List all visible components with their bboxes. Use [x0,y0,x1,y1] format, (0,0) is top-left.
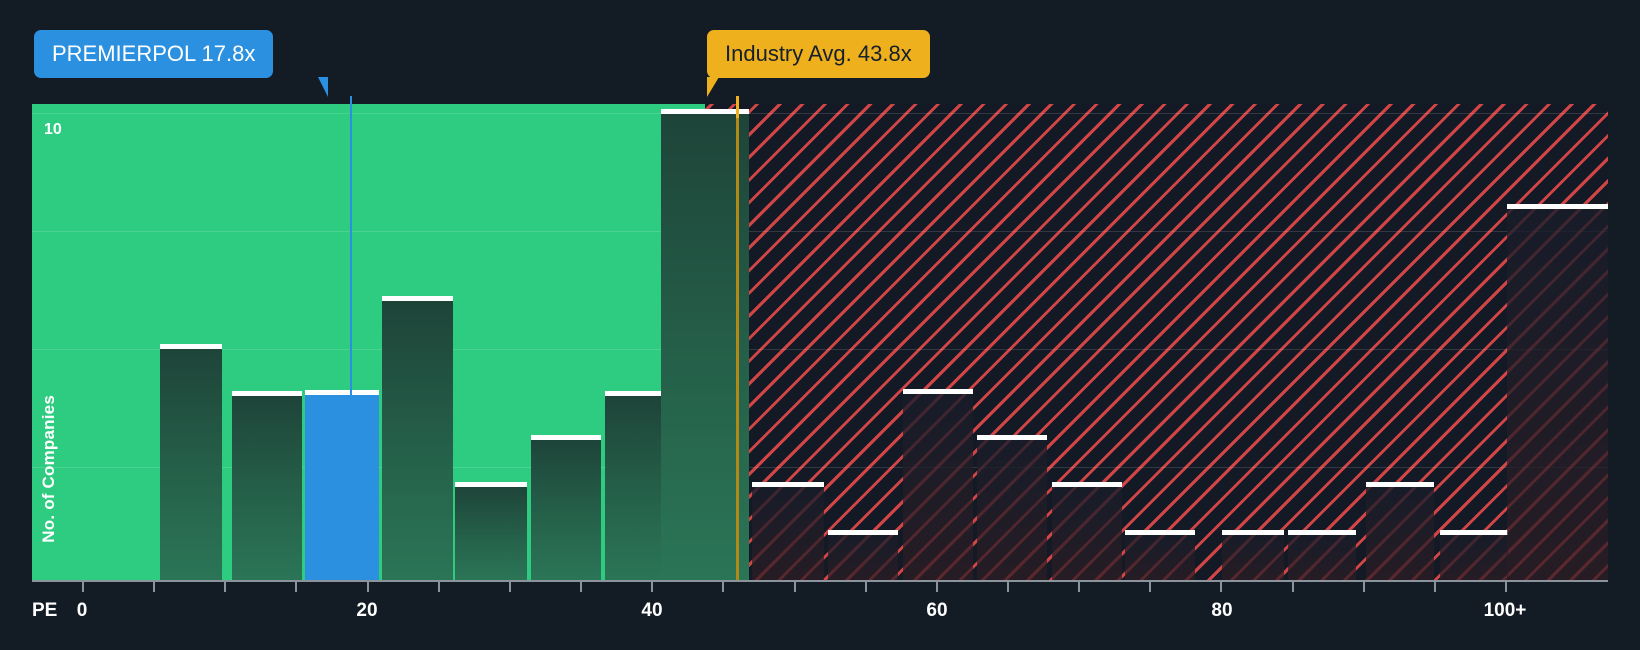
x-axis-tick [1220,582,1223,592]
bar-bin-40-45-cap [661,109,749,114]
bar-bin-95-100-cap [1440,530,1508,535]
bar-bin-25-30[interactable] [455,487,527,580]
bar-bin-60-65-cap [977,435,1047,440]
x-axis-tick [1505,582,1507,592]
y-axis-tick-10: 10 [44,121,62,138]
company-callout[interactable]: PREMIERPOL 17.8x [34,30,274,78]
bar-bin-25-30-cap [455,482,527,487]
x-axis-tick [722,582,725,592]
bar-bin-45-50[interactable] [752,487,824,580]
bar-bin-30-35-cap [531,435,601,440]
bar-bin-15-20-highlight-cap [305,390,379,395]
bar-bin-70-75-cap [1125,530,1195,535]
bar-bin-50-55-cap [828,530,898,535]
overvalued-region-panel [705,104,1608,580]
x-axis-tick-label: 0 [76,600,88,621]
bar-bin-10-15-cap [232,391,302,396]
x-axis-tick [1149,582,1152,592]
industry-marker-line [736,96,739,580]
x-axis-tick [1362,582,1365,592]
bar-bin-85-90[interactable] [1288,535,1356,580]
gridline [32,349,1608,350]
bar-bin-90-95-cap [1366,482,1434,487]
bar-bin-65-70[interactable] [1052,487,1122,580]
bar-bin-35-40-cap [605,391,675,396]
bar-bin-80-85-cap [1222,530,1284,535]
x-axis-tick [153,582,156,592]
x-axis-tick [1291,582,1294,592]
x-axis-tick [1078,582,1081,592]
x-axis-title: PE [32,600,58,621]
bar-bin-15-20-highlight[interactable] [305,395,379,580]
bar-bin-100-plus[interactable] [1507,209,1608,580]
bar-bin-55-60[interactable] [903,394,973,580]
industry-callout[interactable]: Industry Avg. 43.8x [707,30,930,78]
x-axis-tick [793,582,796,592]
industry-marker-line-top [736,96,739,118]
bar-bin-65-70-cap [1052,482,1122,487]
bar-bin-5-10-cap [160,344,222,349]
diagonal-hatch-pattern [705,104,1608,580]
bar-bin-20-25[interactable] [382,301,453,580]
bar-bin-95-100[interactable] [1440,535,1508,580]
y-axis-label: No. of Companies [39,395,58,543]
gridline [32,113,1608,114]
x-axis-tick-label: 20 [356,600,378,621]
x-axis-tick [82,582,84,592]
x-axis-tick [580,582,583,592]
x-axis-tick-label: 80 [1211,600,1233,621]
x-axis-line [32,580,1608,582]
company-marker-line [350,96,352,580]
bar-bin-45-50-cap [752,482,824,487]
x-axis-tick [295,582,298,592]
industry-callout-tail [707,77,719,97]
x-axis-tick [224,582,227,592]
bar-bin-10-15[interactable] [232,396,302,580]
company-callout-tail [318,77,328,97]
x-axis-tick [864,582,867,592]
x-axis-tick [651,582,654,592]
x-axis-tick [935,582,938,592]
bar-bin-20-25-cap [382,296,453,301]
x-axis-tick [1433,582,1436,592]
bar-bin-5-10[interactable] [160,349,222,580]
bar-bin-50-55[interactable] [828,535,898,580]
x-axis-tick [1006,582,1009,592]
bar-bin-30-35[interactable] [531,440,601,580]
gridline [32,231,1608,232]
bar-bin-70-75[interactable] [1125,535,1195,580]
gridline [32,467,1608,468]
bar-bin-40-45[interactable] [661,114,749,580]
bar-bin-90-95[interactable] [1366,487,1434,580]
bar-bin-60-65[interactable] [977,440,1047,580]
x-axis-tick-label: 40 [641,600,663,621]
x-axis-tick-label: 60 [926,600,948,621]
x-axis-tick [437,582,440,592]
x-axis-tick [508,582,511,592]
x-axis-tick [366,582,369,592]
bar-bin-85-90-cap [1288,530,1356,535]
x-axis-tick-label: 100+ [1483,600,1527,621]
bar-bin-55-60-cap [903,389,973,394]
bar-bin-100-plus-cap [1507,204,1608,209]
bar-bin-80-85[interactable] [1222,535,1284,580]
